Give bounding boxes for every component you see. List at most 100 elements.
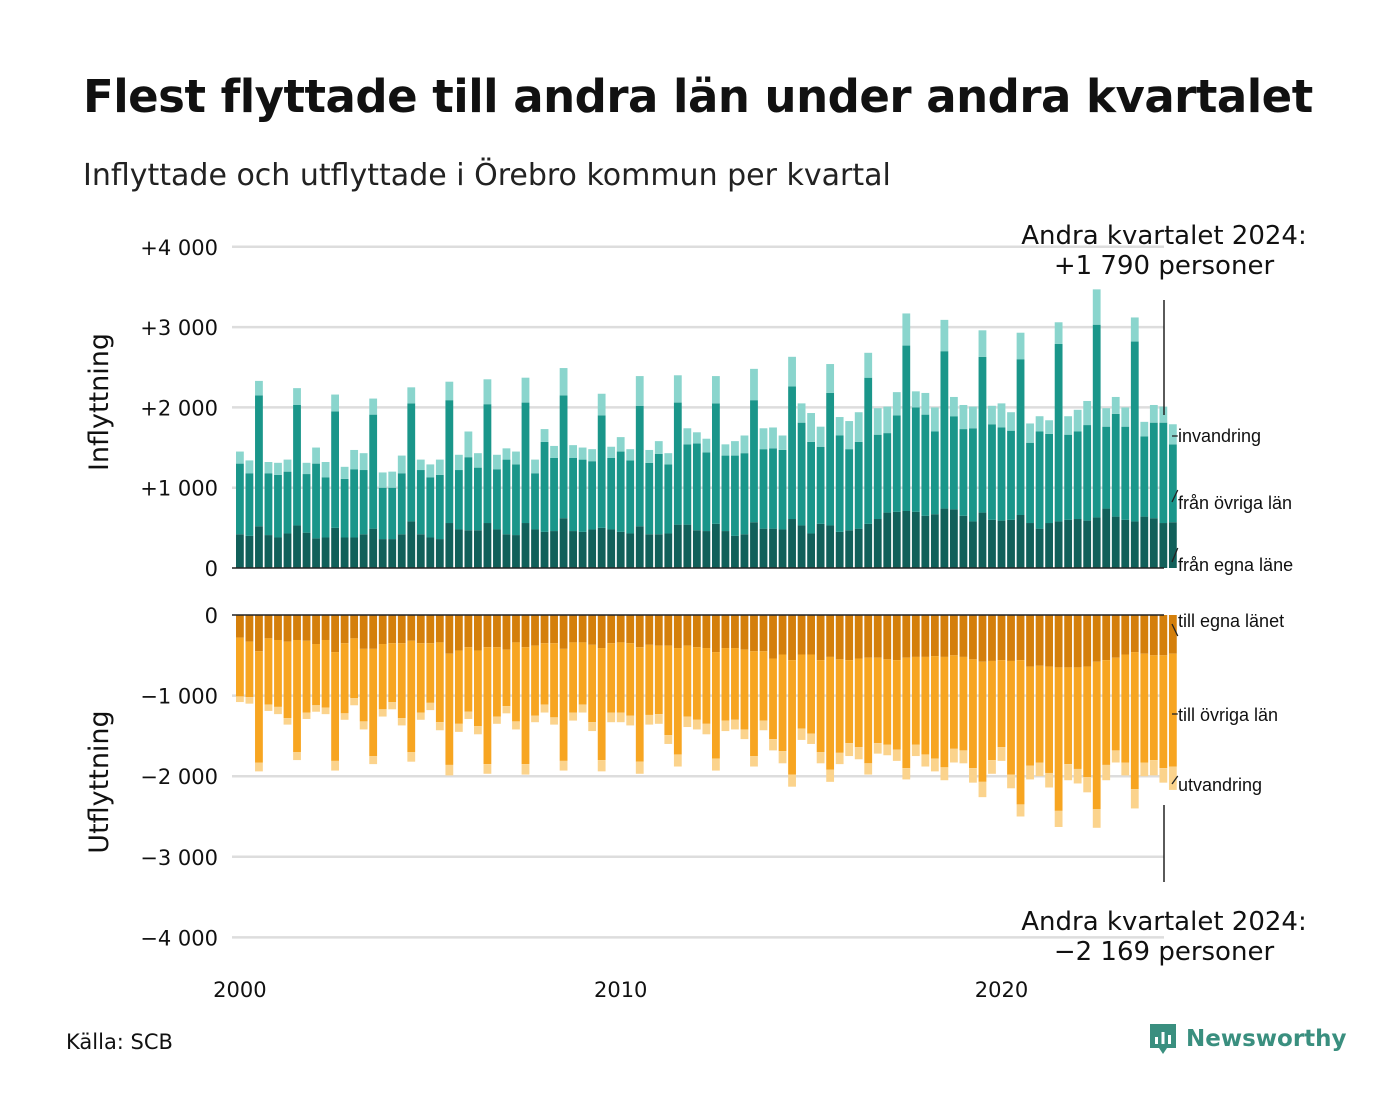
category-label: till övriga län xyxy=(1178,705,1278,725)
inflow-bar-other xyxy=(816,446,825,524)
outflow-bar-local xyxy=(797,615,806,655)
outflow-bar-local xyxy=(369,615,378,649)
outflow-bar-other xyxy=(397,643,406,719)
inflow-bar-local xyxy=(997,520,1006,568)
outflow-bar-other xyxy=(512,642,520,722)
inflow-bar-local xyxy=(1168,522,1177,568)
outflow-bar-other xyxy=(816,660,825,753)
y-tick-label: −4 000 xyxy=(140,926,218,950)
outflow-bar-local xyxy=(1140,615,1149,654)
inflow-bar-other xyxy=(550,457,558,532)
outflow-bar-emigration xyxy=(950,748,958,763)
outflow-bar-local xyxy=(312,615,320,645)
inflow-bar-other xyxy=(502,459,511,535)
inflow-bar-local xyxy=(435,539,444,568)
inflow-axis-label: Inflyttning xyxy=(84,333,115,471)
inflow-bar-local xyxy=(1026,523,1034,568)
inflow-bar-other xyxy=(388,487,397,540)
inflow-bar-immigration xyxy=(1102,408,1111,427)
inflow-bar-other xyxy=(454,470,463,530)
inflow-bar-immigration xyxy=(673,375,682,403)
inflow-bar-immigration xyxy=(283,459,292,472)
inflow-bar-other xyxy=(1102,426,1111,509)
inflow-bar-local xyxy=(369,528,378,568)
outflow-bar-other xyxy=(1064,667,1073,765)
inflow-bar-immigration xyxy=(969,406,977,429)
outflow-bar-other xyxy=(1168,653,1177,767)
outflow-bar-emigration xyxy=(1035,762,1044,777)
inflow-bar-local xyxy=(1073,519,1082,568)
outflow-bar-local xyxy=(407,615,416,641)
inflow-bar-immigration xyxy=(864,352,873,378)
inflow-bar-other xyxy=(911,407,920,512)
outflow-bar-local xyxy=(255,615,263,652)
inflow-bar-other xyxy=(959,429,968,516)
outflow-bar-other xyxy=(1111,657,1120,751)
outflow-bar-emigration xyxy=(331,760,339,771)
inflow-bar-immigration xyxy=(911,391,920,408)
inflow-bar-local xyxy=(331,527,339,568)
outflow-bar-local xyxy=(769,615,777,659)
outflow-bar-local xyxy=(826,615,835,657)
outflow-bar-other xyxy=(1026,666,1034,766)
outflow-bar-other xyxy=(740,649,749,730)
inflow-bar-other xyxy=(626,460,635,534)
inflow-bar-other xyxy=(369,414,378,529)
outflow-bar-emigration xyxy=(902,768,911,780)
inflow-bar-other xyxy=(340,478,349,538)
inflow-bar-local xyxy=(702,531,711,568)
outflow-bar-local xyxy=(454,615,463,651)
outflow-bar-emigration xyxy=(293,752,301,761)
inflow-bar-local xyxy=(930,514,939,568)
outflow-bar-emigration xyxy=(321,707,330,715)
inflow-bar-immigration xyxy=(750,368,758,401)
outflow-bar-local xyxy=(911,615,920,657)
inflow-bar-immigration xyxy=(883,406,892,434)
outflow-bar-emigration xyxy=(1016,804,1025,817)
inflow-bar-immigration xyxy=(331,394,339,412)
inflow-bar-other xyxy=(950,416,958,510)
outflow-bar-local xyxy=(578,615,587,643)
y-tick-label: +1 000 xyxy=(140,477,218,501)
inflow-bar-local xyxy=(712,523,720,568)
inflow-bar-other xyxy=(1054,343,1063,522)
outflow-bar-emigration xyxy=(454,723,463,732)
inflow-bar-local xyxy=(1007,519,1015,568)
outflow-bar-other xyxy=(416,643,425,713)
brand-logo[interactable]: Newsworthy xyxy=(1148,1022,1347,1056)
inflow-bar-other xyxy=(493,469,501,530)
inflow-bar-local xyxy=(1159,523,1168,568)
summary-annotation: −2 169 personer xyxy=(1054,937,1275,967)
inflow-bar-immigration xyxy=(493,454,501,470)
outflow-bar-emigration xyxy=(388,702,397,710)
inflow-bar-local xyxy=(264,535,273,568)
inflow-bar-other xyxy=(274,474,282,538)
inflow-bar-other xyxy=(988,424,996,520)
inflow-bars xyxy=(236,289,1177,568)
outflow-bar-other xyxy=(521,647,530,765)
outflow-bar-emigration xyxy=(588,722,597,732)
outflow-bar-other xyxy=(645,644,654,715)
inflow-bar-other xyxy=(778,449,787,530)
inflow-bar-local xyxy=(340,537,349,568)
outflow-bar-emigration xyxy=(416,712,425,720)
outflow-bar-other xyxy=(759,651,768,721)
outflow-bar-local xyxy=(521,615,530,648)
inflow-bar-immigration xyxy=(1007,412,1015,431)
inflow-bar-immigration xyxy=(378,472,387,488)
inflow-bar-other xyxy=(588,461,597,530)
label-leader-line xyxy=(1171,623,1179,637)
outflow-bar-local xyxy=(988,615,996,661)
inflow-bar-other xyxy=(1035,431,1044,529)
inflow-bar-immigration xyxy=(921,392,930,415)
inflow-bar-other xyxy=(407,403,416,522)
outflow-bar-local xyxy=(435,615,444,643)
inflow-bar-other xyxy=(854,441,863,529)
inflow-bar-immigration xyxy=(245,460,254,474)
outflow-bar-other xyxy=(892,660,901,750)
inflow-bar-local xyxy=(750,522,758,568)
category-labels: invandring från övriga län från egna läne t… xyxy=(1171,426,1293,795)
inflow-bar-local xyxy=(474,530,482,568)
x-tick-label: 2010 xyxy=(594,978,647,1002)
outflow-bar-emigration xyxy=(369,756,378,765)
